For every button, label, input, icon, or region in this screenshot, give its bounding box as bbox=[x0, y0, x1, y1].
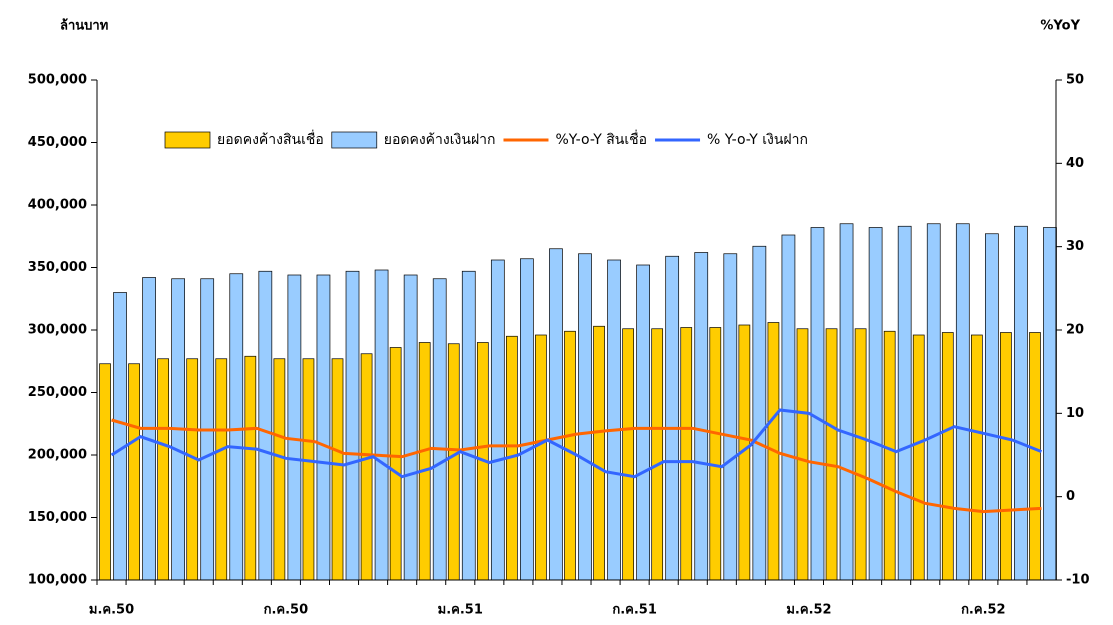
x-tick-label: ม.ค.51 bbox=[438, 603, 483, 618]
bar bbox=[157, 358, 170, 581]
bar bbox=[113, 292, 127, 581]
y-tick-label: 200,000 bbox=[28, 448, 87, 463]
bar bbox=[331, 358, 344, 581]
y2-tick-label: 0 bbox=[1066, 489, 1075, 504]
bar bbox=[128, 363, 140, 581]
x-tick-label: ก.ค.51 bbox=[612, 603, 657, 618]
bar bbox=[374, 269, 389, 581]
bar bbox=[564, 330, 576, 581]
bar bbox=[273, 358, 286, 581]
bar bbox=[709, 327, 722, 581]
y2-tick-label: 50 bbox=[1066, 73, 1084, 88]
bar bbox=[694, 252, 709, 581]
bar bbox=[926, 223, 941, 581]
bar bbox=[607, 259, 621, 581]
legend-label: % Y-o-Y เงินฝาก bbox=[707, 132, 808, 148]
y-tick-label: 400,000 bbox=[28, 198, 87, 213]
y2-tick-label: 10 bbox=[1066, 406, 1084, 421]
bar bbox=[244, 355, 257, 581]
bar bbox=[839, 223, 854, 581]
bar bbox=[781, 234, 796, 581]
x-tick-label: ม.ค.52 bbox=[786, 603, 831, 618]
bar bbox=[883, 330, 896, 581]
bar bbox=[389, 347, 402, 581]
bar bbox=[651, 328, 664, 581]
bar bbox=[955, 223, 970, 581]
line-series bbox=[111, 418, 1042, 514]
bar bbox=[578, 253, 592, 581]
y-tick-label: 300,000 bbox=[28, 323, 87, 338]
bar bbox=[796, 328, 809, 581]
legend-label: ยอดคงค้างเงินฝาก bbox=[384, 132, 496, 148]
bar bbox=[636, 264, 650, 581]
bar bbox=[520, 258, 534, 581]
y-tick-label: 500,000 bbox=[28, 73, 87, 88]
y-tick-label: 100,000 bbox=[28, 573, 87, 588]
y-tick-label: 450,000 bbox=[28, 135, 87, 150]
bar bbox=[912, 334, 925, 581]
bar bbox=[1000, 332, 1012, 581]
bar bbox=[941, 332, 954, 581]
bar bbox=[360, 353, 373, 581]
bar bbox=[868, 227, 883, 581]
bar bbox=[215, 358, 228, 581]
line-series bbox=[110, 408, 1043, 479]
x-tick-label: ก.ค.52 bbox=[961, 603, 1006, 618]
bar bbox=[1014, 225, 1028, 581]
y-tick-label: 250,000 bbox=[28, 385, 87, 400]
y-tick-label: 350,000 bbox=[28, 260, 87, 275]
bar bbox=[461, 270, 476, 581]
bar bbox=[99, 363, 111, 581]
bar bbox=[984, 233, 999, 581]
x-tick-label: ม.ค.50 bbox=[89, 603, 134, 618]
bar bbox=[302, 358, 315, 581]
bar bbox=[665, 255, 680, 581]
bar bbox=[258, 270, 273, 581]
bar bbox=[723, 253, 738, 581]
bar bbox=[1043, 227, 1057, 581]
bar bbox=[549, 248, 563, 581]
bar bbox=[970, 334, 983, 581]
bar bbox=[1029, 332, 1041, 581]
bar bbox=[447, 343, 460, 581]
bar bbox=[418, 342, 431, 581]
bar bbox=[854, 328, 867, 581]
bar bbox=[593, 325, 605, 581]
legend-label: ยอดคงค้างสินเชื่อ bbox=[217, 130, 324, 148]
bar bbox=[680, 327, 693, 581]
bar bbox=[535, 334, 547, 581]
y2-tick-label: -10 bbox=[1066, 573, 1090, 588]
legend-swatch bbox=[331, 131, 378, 149]
bar bbox=[490, 259, 505, 581]
bar bbox=[752, 245, 767, 581]
x-tick-label: ก.ค.50 bbox=[264, 603, 309, 618]
bar bbox=[345, 270, 360, 581]
bar bbox=[316, 274, 331, 581]
y2-tick-label: 20 bbox=[1066, 323, 1084, 338]
bar bbox=[825, 328, 838, 581]
y2-tick-label: 40 bbox=[1066, 156, 1084, 171]
legend-label: %Y-o-Y สินเชื่อ bbox=[555, 130, 647, 148]
bar bbox=[897, 225, 912, 581]
y2-tick-label: 30 bbox=[1066, 239, 1084, 254]
bar bbox=[287, 274, 302, 581]
bar bbox=[432, 278, 447, 581]
bar bbox=[229, 273, 244, 581]
y2-axis-label: %YoY bbox=[1040, 19, 1080, 34]
legend-swatch bbox=[164, 131, 211, 149]
bar bbox=[810, 227, 825, 581]
y-axis-label: ล้านบาท bbox=[60, 18, 108, 34]
bar bbox=[186, 358, 199, 581]
y-tick-label: 150,000 bbox=[28, 510, 87, 525]
bar bbox=[403, 274, 418, 581]
bar bbox=[622, 328, 634, 581]
